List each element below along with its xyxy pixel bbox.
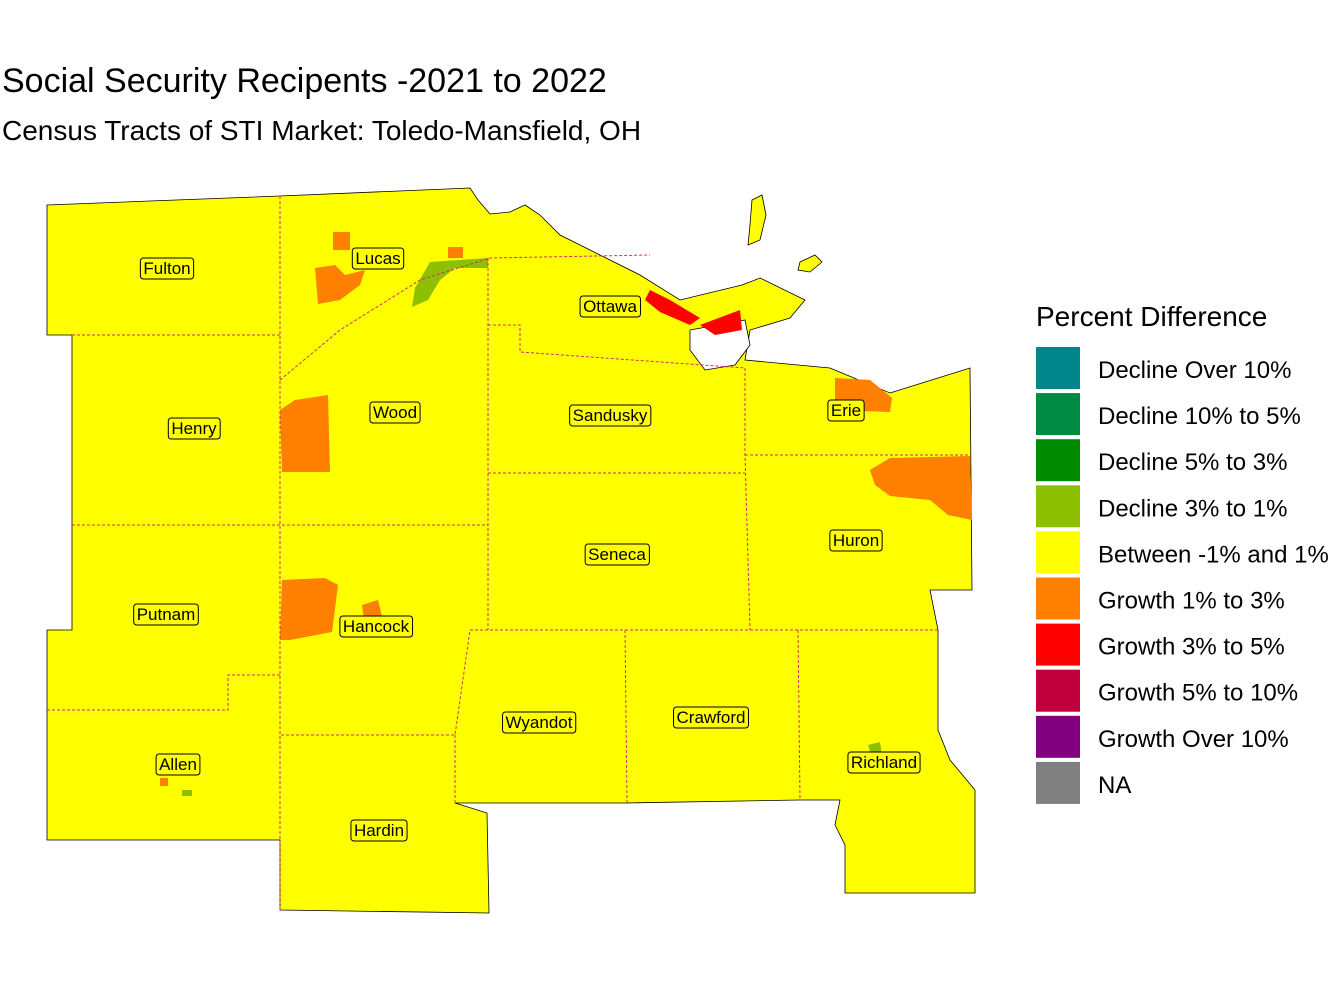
county-label-box [673,706,749,729]
county-label-box [350,819,408,842]
county-boundary [797,629,801,801]
legend-swatch [1036,531,1080,574]
legend-label: Decline Over 10% [1098,357,1291,384]
region [333,232,350,250]
region [46,187,976,914]
island [797,254,823,273]
county-label-box [569,404,652,427]
county-label: Hancock [343,617,410,636]
county-label-box [827,399,865,422]
region [160,778,168,786]
county-label-box [133,603,199,626]
legend-label: Decline 5% to 3% [1098,449,1287,476]
region [280,578,338,640]
legend-swatch [1036,439,1080,482]
county-label-box [829,529,883,552]
county-label: Richland [851,753,917,772]
legend-swatch [1036,393,1080,436]
region [645,290,700,325]
county-labels: Fulton Lucas Ottawa Henry Wood Sandusky Erie Hu… [133,247,921,842]
county-label-box [579,295,641,318]
county-label-box [584,543,650,566]
county-label: Wood [373,403,417,422]
county-boundary [488,324,746,369]
region [448,247,463,258]
county-label: Crawford [677,708,746,727]
bay [689,319,751,371]
legend-label: Growth 3% to 5% [1098,634,1285,661]
county-label: Seneca [588,545,646,564]
county-label: Fulton [143,259,190,278]
legend-label: Growth 5% to 10% [1098,680,1298,707]
county-label-box [155,753,201,776]
map-regions [46,187,976,914]
legend-label: Decline 3% to 1% [1098,495,1287,522]
legend-label: Growth Over 10% [1098,726,1289,753]
island [747,194,767,246]
county-boundary [280,629,488,736]
county-label-box [167,417,221,440]
county-label-box [847,751,921,774]
region [280,395,330,472]
legend-swatch [1036,347,1080,389]
region [315,265,365,304]
legend-label: Growth 1% to 3% [1098,588,1285,615]
legend-swatch [1036,715,1080,758]
county-boundary [624,629,628,804]
county-label-box [139,257,195,280]
legend-swatch [1036,577,1080,620]
county-label: Hardin [354,821,404,840]
legend-title: Percent Difference [1036,301,1267,332]
map-subtitle: Census Tracts of STI Market: Toledo-Mans… [2,115,641,146]
county-label: Putnam [137,605,196,624]
legend-label: NA [1098,772,1131,799]
legend-label: Between -1% and 1% [1098,541,1329,568]
legend-swatch [1036,761,1080,804]
region [412,258,488,307]
legend-swatch [1036,669,1080,712]
legend: Percent Difference Decline Over 10% Decli… [1036,301,1329,804]
county-label-box [369,401,421,424]
county-label: Allen [159,755,197,774]
county-label: Wyandot [506,713,573,732]
region [870,456,972,520]
legend-swatch [1036,623,1080,666]
county-boundaries [47,196,970,910]
county-label-box [351,247,405,270]
legend-swatch [1036,485,1080,528]
county-label: Sandusky [573,406,648,425]
county-boundary [47,674,280,711]
county-label: Lucas [355,249,400,268]
county-label: Erie [831,401,861,420]
region [182,790,192,796]
county-label: Huron [833,531,879,550]
region [700,310,742,335]
county-label: Henry [171,419,217,438]
county-label-box [339,615,414,638]
county-boundary [279,254,651,381]
county-label-box [502,711,577,734]
county-label: Ottawa [583,297,637,316]
legend-label: Decline 10% to 5% [1098,403,1301,430]
map-title: Social Security Recipents -2021 to 2022 [2,62,607,100]
